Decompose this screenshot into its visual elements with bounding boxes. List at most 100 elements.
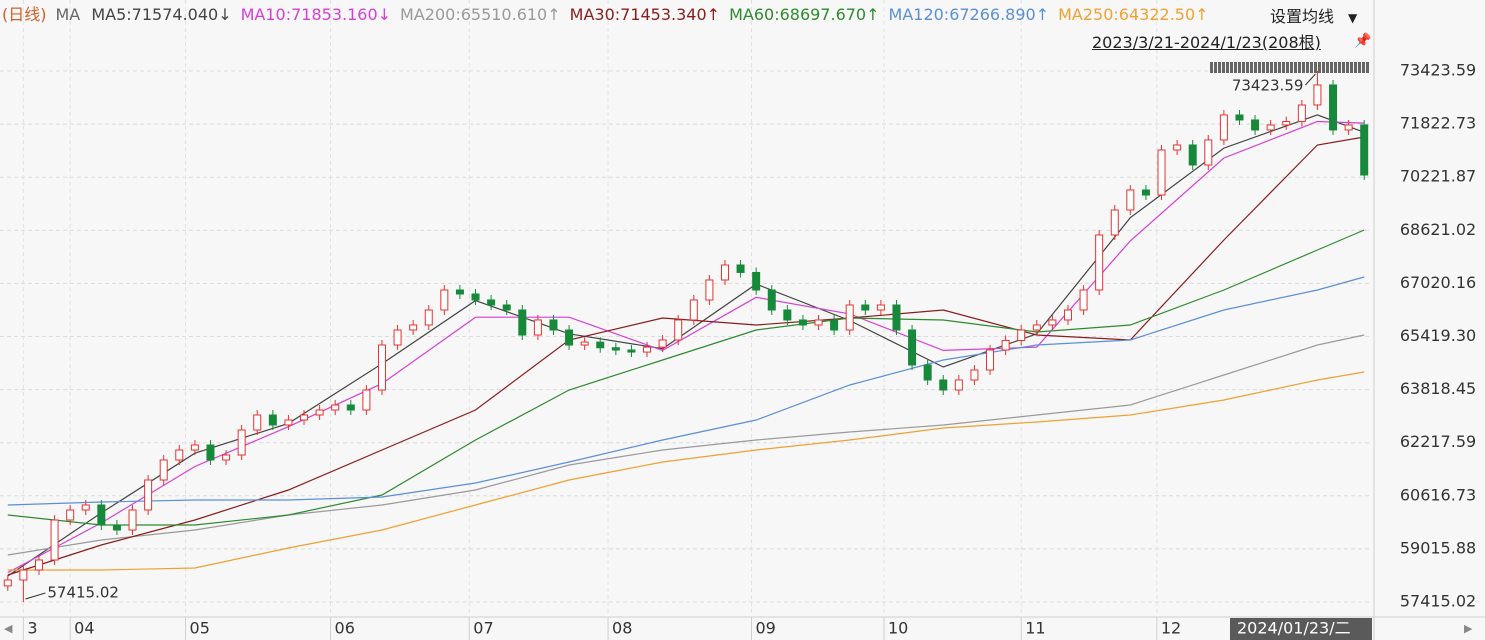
y-tick-label: 67020.16 (1400, 273, 1476, 292)
strip-dot (1330, 62, 1333, 73)
candle-body (346, 404, 355, 411)
y-tick-label: 57415.02 (1400, 591, 1476, 610)
candle-body (876, 304, 885, 311)
strip-dot (1290, 62, 1293, 73)
cursor-date-box (1230, 618, 1372, 640)
strip-dot (1238, 62, 1241, 73)
candle-body (1282, 121, 1291, 126)
ma-line (7, 334, 1365, 556)
candle-body (1126, 189, 1135, 211)
candle-body (939, 379, 948, 391)
strip-dot (1214, 62, 1217, 73)
candle-body (284, 419, 293, 426)
candle-body (206, 444, 215, 461)
strip-dot (1286, 62, 1289, 73)
candle-body (1188, 144, 1197, 166)
candle-body (1219, 114, 1228, 141)
ma-label: MA (55, 5, 81, 24)
candle-body (222, 454, 231, 461)
strip-dot (1226, 62, 1229, 73)
candle-body (190, 444, 199, 451)
strip-dot (1346, 62, 1349, 73)
plot-area (0, 0, 1372, 617)
strip-dot (1306, 62, 1309, 73)
strip-dot (1350, 62, 1353, 73)
y-tick-label: 62217.59 (1400, 432, 1476, 451)
candle-body (705, 279, 714, 301)
candle-body (1048, 319, 1057, 326)
candle-body (175, 449, 184, 461)
x-tick-label: 3 (27, 619, 37, 638)
y-tick-label: 68621.02 (1400, 220, 1476, 239)
candle-body (268, 414, 277, 426)
candle-body (66, 509, 75, 521)
y-tick-label: 59015.88 (1400, 538, 1476, 557)
candle-body (377, 344, 386, 391)
candle-body (892, 304, 901, 331)
x-tick-label: 06 (335, 619, 355, 638)
candle-body (783, 309, 792, 321)
candle-body (502, 304, 511, 311)
strip-dot (1218, 62, 1221, 73)
candle-body (1329, 84, 1338, 131)
candle-body (1017, 329, 1026, 341)
candle-body (767, 289, 776, 311)
pin-icon: 📌 (1354, 31, 1372, 49)
max-label: 73423.59 (1232, 76, 1304, 94)
strip-dot (1258, 62, 1261, 73)
strip-dot (1358, 62, 1361, 73)
candle-body (393, 329, 402, 346)
candle-body (1313, 84, 1322, 106)
candle-body (1001, 339, 1010, 351)
ma-line (7, 136, 1365, 576)
candle-body (658, 339, 667, 348)
candle-body (1266, 124, 1275, 131)
candle-body (3, 579, 12, 587)
y-tick-label: 71822.73 (1400, 114, 1476, 133)
candle-body (409, 324, 418, 331)
candle-body (565, 329, 574, 346)
candle-body (720, 264, 729, 281)
settings-label[interactable]: 设置均线 (1270, 7, 1335, 26)
y-tick-label: 65419.30 (1400, 326, 1476, 345)
strip-dot (1262, 62, 1265, 73)
candle-body (1032, 324, 1041, 331)
candle-body (455, 289, 464, 295)
strip-dot (1318, 62, 1321, 73)
scroll-right: ▶ (1464, 622, 1473, 635)
candle-body (814, 319, 823, 326)
strip-dot (1338, 62, 1341, 73)
candle-body (253, 414, 262, 431)
cursor-date: 2024/01/23/二 (1237, 619, 1351, 638)
strip-dot (1310, 62, 1313, 73)
candle-body (1063, 309, 1072, 321)
settings-button[interactable]: 设置均线 ▼ (1262, 5, 1372, 29)
candle-body (159, 459, 168, 481)
candle-body (830, 319, 839, 331)
strip-dot (1242, 62, 1245, 73)
candle-body (986, 349, 995, 371)
candle-body (1141, 189, 1150, 196)
strip-dot (1246, 62, 1249, 73)
candle-body (1079, 289, 1088, 311)
candle-body (1360, 124, 1369, 176)
x-tick-label: 05 (190, 619, 210, 638)
candle-body (580, 341, 589, 346)
candle-body (845, 304, 854, 331)
y-tick-label: 63818.45 (1400, 379, 1476, 398)
dropdown-icon[interactable]: ▼ (1348, 11, 1358, 25)
strip-dot (1362, 62, 1365, 73)
strip-dot (1274, 62, 1277, 73)
candle-body (1297, 104, 1306, 123)
strip-dot (1222, 62, 1225, 73)
candle-body (861, 304, 870, 311)
candle-body (518, 309, 527, 336)
candle-body (487, 299, 496, 306)
legend-entry: MA10:71853.160↓ (240, 5, 392, 24)
min-pointer (25, 592, 46, 600)
candle-body (970, 369, 979, 381)
candle-body (596, 341, 605, 349)
min-label: 57415.02 (47, 583, 119, 601)
x-tick-label: 07 (473, 619, 493, 638)
x-tick-label: 08 (612, 619, 632, 638)
